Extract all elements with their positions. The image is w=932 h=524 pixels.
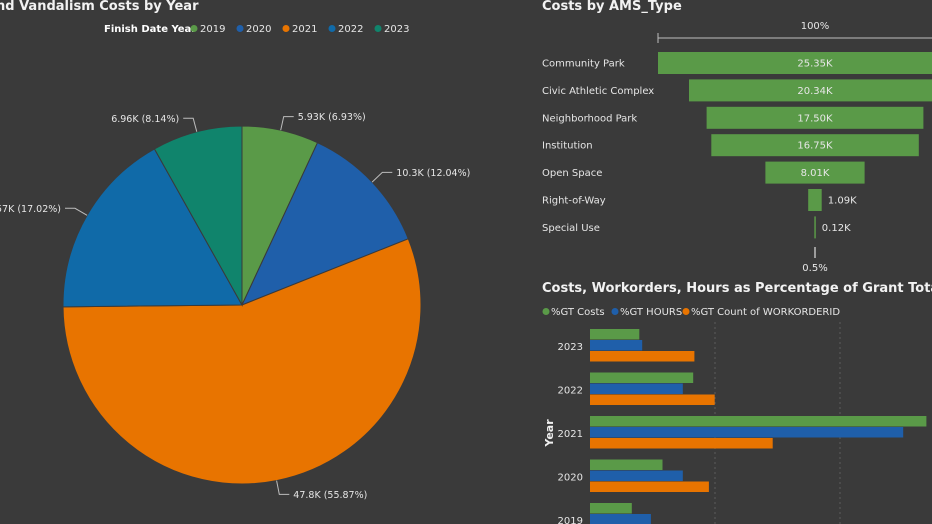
funnel-category-label: Neighborhood Park bbox=[542, 113, 637, 124]
legend-swatch-2022 bbox=[328, 25, 336, 32]
funnel-bar[interactable] bbox=[706, 106, 924, 129]
leader-line-2019 bbox=[280, 116, 294, 131]
legend-swatch bbox=[542, 308, 550, 315]
funnel-bar[interactable] bbox=[814, 216, 816, 239]
funnel-bottom-label: 0.5% bbox=[802, 263, 827, 274]
legend-label-2019[interactable]: 2019 bbox=[200, 24, 225, 35]
data-label-2022: 57K (17.02%) bbox=[0, 204, 61, 215]
bar[interactable] bbox=[590, 383, 683, 395]
funnel-value-label: 20.34K bbox=[797, 86, 833, 97]
pie-slice-2021[interactable] bbox=[62, 238, 422, 485]
leader-line-2023 bbox=[183, 117, 198, 132]
funnel-value-label: 17.50K bbox=[797, 113, 833, 124]
funnel-bar[interactable] bbox=[658, 52, 932, 74]
bar[interactable] bbox=[590, 438, 773, 449]
data-label-2021: 47.8K (55.87%) bbox=[293, 490, 367, 501]
data-label-2023: 6.96K (8.14%) bbox=[111, 114, 179, 125]
pie-legend-title: Finish Date Year bbox=[104, 24, 196, 35]
funnel-bar[interactable] bbox=[711, 134, 919, 157]
legend-label-2023[interactable]: 2023 bbox=[384, 24, 409, 35]
pie-data-labels: 5.93K (6.93%) 10.3K (12.04%) 47.8K (55.87%… bbox=[0, 112, 470, 501]
bar[interactable] bbox=[590, 503, 632, 514]
funnel-category-label: Community Park bbox=[542, 59, 625, 70]
legend-swatch-2020 bbox=[236, 25, 244, 32]
pie-slice-2023[interactable] bbox=[153, 125, 243, 307]
funnel-chart: Costs by AMS_Type 100% Community Park 25.… bbox=[542, 0, 932, 274]
legend-swatch bbox=[611, 308, 619, 315]
pie-slice-2020[interactable] bbox=[241, 142, 409, 306]
pie-chart: nd Vandalism Costs by Year Finish Date Y… bbox=[0, 0, 470, 501]
bar[interactable] bbox=[590, 459, 663, 471]
y-tick-label: 2020 bbox=[558, 473, 583, 484]
leader-line-2021 bbox=[276, 480, 290, 495]
legend-label[interactable]: %GT Count of WORKORDERID bbox=[691, 307, 840, 318]
legend-label-2020[interactable]: 2020 bbox=[246, 24, 271, 35]
pie-chart-title: nd Vandalism Costs by Year bbox=[0, 0, 199, 14]
bar[interactable] bbox=[590, 470, 683, 482]
bar[interactable] bbox=[590, 340, 643, 351]
bar[interactable] bbox=[590, 351, 695, 362]
data-label-2020: 10.3K (12.04%) bbox=[396, 168, 470, 179]
funnel-bar[interactable] bbox=[689, 79, 932, 102]
bar[interactable] bbox=[590, 372, 694, 384]
y-tick-label: 2019 bbox=[558, 516, 583, 524]
funnel-value-label: 25.35K bbox=[797, 59, 833, 70]
y-axis-tick-labels: 2023 2022 2021 2020 2019 bbox=[558, 342, 583, 524]
legend-label-2022[interactable]: 2022 bbox=[338, 24, 363, 35]
bar[interactable] bbox=[590, 416, 927, 427]
y-tick-label: 2022 bbox=[558, 386, 583, 397]
leader-line-2020 bbox=[371, 171, 393, 183]
legend-label[interactable]: %GT Costs bbox=[551, 307, 605, 318]
funnel-value-label: 8.01K bbox=[801, 168, 830, 179]
data-label-2019: 5.93K (6.93%) bbox=[298, 112, 366, 123]
y-tick-label: 2021 bbox=[558, 429, 583, 440]
bar[interactable] bbox=[590, 427, 904, 438]
legend-swatch-2019 bbox=[190, 25, 198, 32]
funnel-value-label: 16.75K bbox=[797, 141, 833, 152]
y-tick-label: 2023 bbox=[558, 342, 583, 353]
funnel-category-label: Institution bbox=[542, 141, 593, 152]
funnel-chart-title: Costs by AMS_Type bbox=[542, 0, 682, 14]
funnel-category-label: Open Space bbox=[542, 168, 602, 179]
legend-swatch bbox=[682, 308, 690, 315]
y-axis-title: Year bbox=[543, 419, 556, 448]
bar[interactable] bbox=[590, 481, 709, 493]
pie-legend[interactable]: Finish Date Year 2019 2020 2021 2022 2023 bbox=[104, 24, 409, 35]
legend-label[interactable]: %GT HOURS bbox=[620, 307, 682, 318]
funnel-category-label: Special Use bbox=[542, 223, 600, 234]
bar-legend[interactable]: %GT Costs %GT HOURS %GT Count of WORKORDER… bbox=[542, 307, 841, 318]
legend-swatch-2023 bbox=[374, 25, 382, 32]
funnel-top-label: 100% bbox=[801, 21, 830, 32]
funnel-bar[interactable] bbox=[765, 161, 865, 184]
pie-slices[interactable] bbox=[62, 125, 422, 485]
bar[interactable] bbox=[590, 514, 651, 524]
grouped-bars[interactable] bbox=[590, 329, 927, 524]
leader-line-2022 bbox=[65, 207, 88, 216]
grouped-bar-chart: Costs, Workorders, Hours as Percentage o… bbox=[542, 281, 932, 524]
funnel-category-label: Civic Athletic Complex bbox=[542, 86, 654, 97]
bar[interactable] bbox=[590, 394, 715, 406]
funnel-value-label: 0.12K bbox=[822, 223, 851, 234]
funnel-category-label: Right-of-Way bbox=[542, 196, 606, 207]
funnel-bar[interactable] bbox=[808, 189, 822, 211]
bar[interactable] bbox=[590, 329, 640, 340]
funnel-value-label: 1.09K bbox=[828, 196, 857, 207]
funnel-bars[interactable]: Community Park 25.35K Civic Athletic Compl… bbox=[542, 52, 932, 239]
legend-swatch-2021 bbox=[282, 25, 290, 32]
grouped-bar-chart-title: Costs, Workorders, Hours as Percentage o… bbox=[542, 281, 932, 296]
legend-label-2021[interactable]: 2021 bbox=[292, 24, 317, 35]
